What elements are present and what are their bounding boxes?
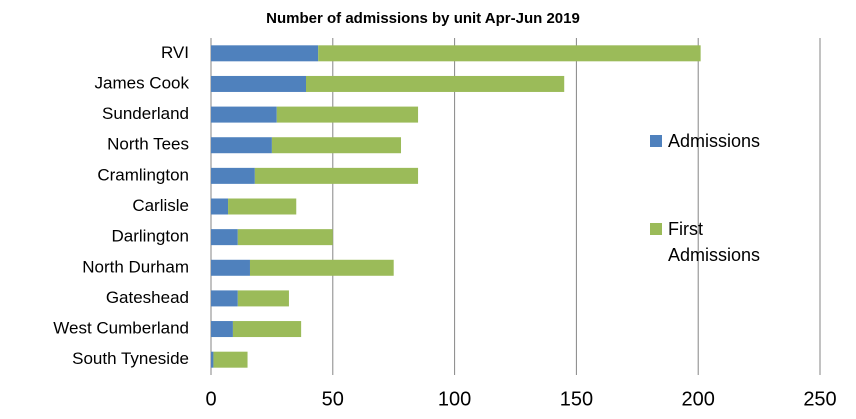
x-tick-label: 250 <box>803 388 836 410</box>
bar <box>211 321 233 338</box>
chart-title: Number of admissions by unit Apr-Jun 201… <box>266 10 580 27</box>
y-tick-label: RVI <box>161 43 189 62</box>
bar <box>211 106 277 123</box>
y-tick-label: Darlington <box>112 227 190 246</box>
y-tick-label: Cramlington <box>97 165 189 184</box>
x-tick-label: 0 <box>205 388 216 410</box>
bar <box>232 321 302 338</box>
bar <box>211 137 272 154</box>
bar <box>211 229 238 246</box>
y-tick-label: James Cook <box>95 73 190 92</box>
bar <box>211 290 238 307</box>
x-tick-label: 200 <box>682 388 715 410</box>
legend-swatch <box>650 135 662 147</box>
bar <box>237 229 333 246</box>
y-tick-label: Carlisle <box>132 196 189 215</box>
legend-label: Admissions <box>668 131 761 151</box>
legend-item: Admissions <box>650 128 790 154</box>
x-tick-label: 50 <box>322 388 344 410</box>
bar <box>211 45 319 62</box>
legend-item: First Admissions <box>650 216 790 268</box>
y-tick-label: Sunderland <box>102 104 189 123</box>
legend-swatch <box>650 223 662 235</box>
x-tick-label: 150 <box>560 388 593 410</box>
bar <box>276 106 419 123</box>
bar <box>237 290 289 307</box>
bar <box>211 351 214 368</box>
bar <box>306 75 565 92</box>
x-tick-label: 100 <box>438 388 471 410</box>
bar <box>254 167 419 184</box>
y-tick-label: North Tees <box>107 135 189 154</box>
legend-label: First Admissions <box>668 219 761 265</box>
bar <box>213 351 248 368</box>
bar <box>271 137 402 154</box>
y-tick-label: West Cumberland <box>53 319 189 338</box>
bar <box>211 75 307 92</box>
bar <box>211 198 229 215</box>
y-tick-label: Gateshead <box>106 288 189 307</box>
bar <box>318 45 701 62</box>
y-tick-label: North Durham <box>82 257 189 276</box>
bar <box>211 259 250 276</box>
bar <box>211 167 255 184</box>
bar <box>249 259 394 276</box>
bar <box>228 198 297 215</box>
y-tick-label: South Tyneside <box>72 349 189 368</box>
